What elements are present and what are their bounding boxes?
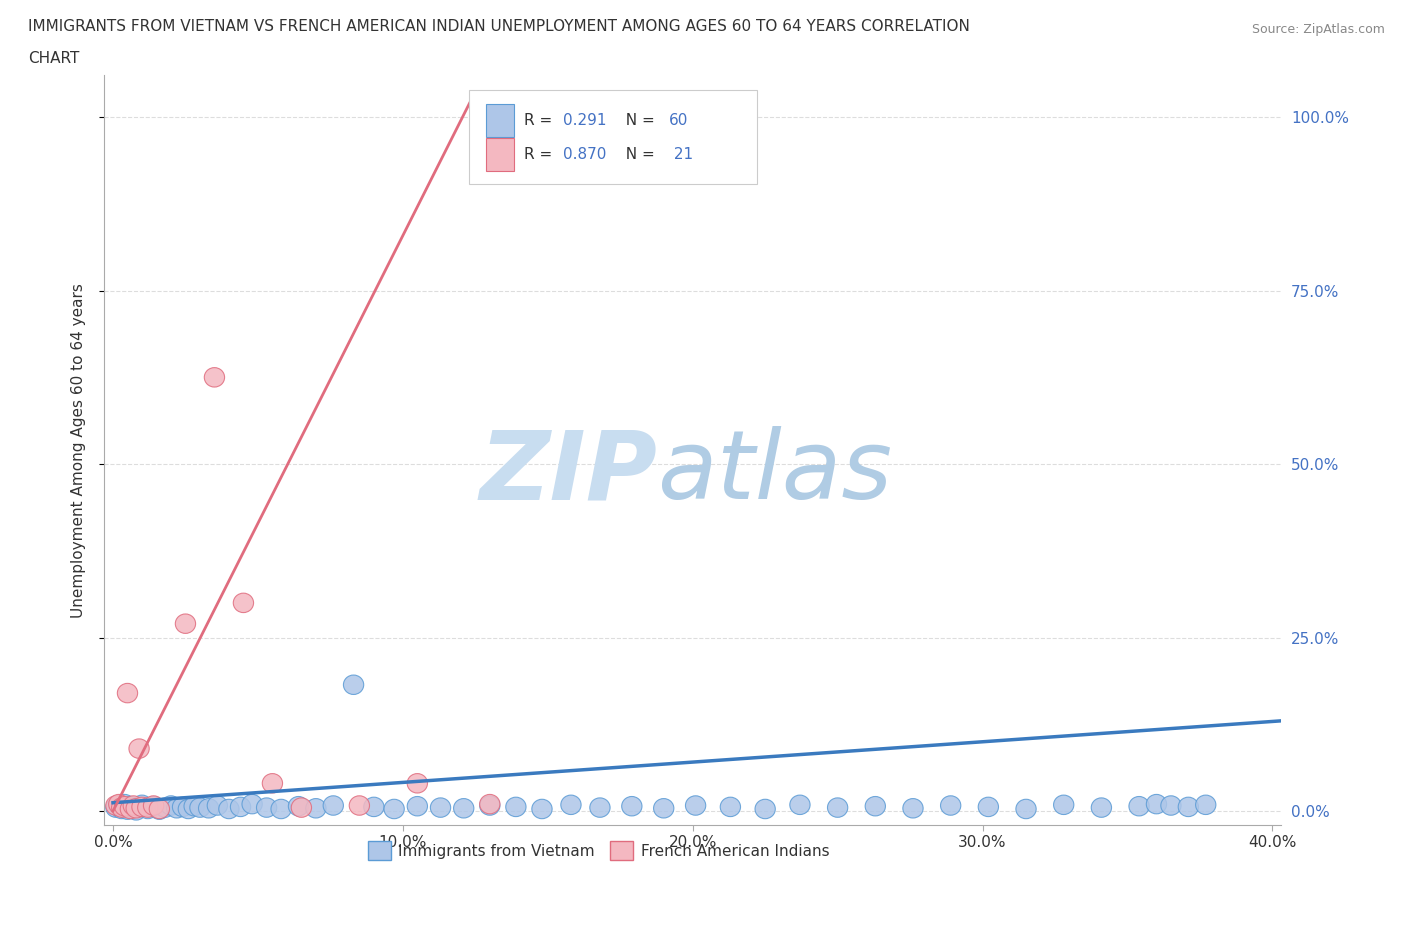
Ellipse shape — [1091, 798, 1112, 817]
Ellipse shape — [143, 796, 163, 816]
Text: Source: ZipAtlas.com: Source: ZipAtlas.com — [1251, 23, 1385, 36]
Ellipse shape — [454, 799, 474, 818]
Text: 0.870: 0.870 — [564, 147, 606, 162]
Ellipse shape — [149, 800, 170, 819]
Ellipse shape — [828, 798, 848, 817]
Ellipse shape — [143, 796, 163, 816]
Ellipse shape — [941, 796, 960, 816]
Text: atlas: atlas — [658, 426, 893, 519]
Ellipse shape — [108, 794, 129, 814]
Ellipse shape — [105, 796, 127, 816]
Ellipse shape — [132, 795, 152, 815]
Ellipse shape — [1017, 799, 1036, 818]
Ellipse shape — [117, 800, 138, 819]
Text: N =: N = — [616, 147, 659, 162]
Ellipse shape — [111, 799, 132, 818]
Ellipse shape — [219, 799, 239, 818]
Ellipse shape — [121, 799, 141, 818]
Ellipse shape — [1195, 795, 1216, 815]
Y-axis label: Unemployment Among Ages 60 to 64 years: Unemployment Among Ages 60 to 64 years — [72, 283, 86, 618]
Ellipse shape — [1146, 794, 1167, 814]
Ellipse shape — [1053, 795, 1074, 815]
Ellipse shape — [561, 795, 581, 815]
Ellipse shape — [233, 593, 253, 613]
Ellipse shape — [1178, 797, 1198, 817]
Ellipse shape — [621, 796, 643, 816]
Ellipse shape — [242, 794, 263, 814]
Ellipse shape — [207, 796, 228, 816]
Text: R =: R = — [524, 147, 558, 162]
Ellipse shape — [138, 799, 157, 818]
Text: ZIP: ZIP — [479, 426, 658, 519]
Ellipse shape — [408, 796, 427, 816]
Ellipse shape — [686, 796, 706, 816]
Ellipse shape — [979, 797, 998, 817]
Ellipse shape — [184, 796, 204, 816]
Text: CHART: CHART — [28, 51, 80, 66]
Ellipse shape — [132, 797, 152, 817]
Text: 21: 21 — [669, 147, 693, 162]
Ellipse shape — [430, 798, 451, 817]
FancyBboxPatch shape — [470, 90, 758, 184]
Ellipse shape — [903, 799, 924, 818]
Text: R =: R = — [524, 113, 558, 128]
FancyBboxPatch shape — [485, 104, 513, 137]
Ellipse shape — [117, 684, 138, 703]
Ellipse shape — [384, 799, 405, 818]
Text: IMMIGRANTS FROM VIETNAM VS FRENCH AMERICAN INDIAN UNEMPLOYMENT AMONG AGES 60 TO : IMMIGRANTS FROM VIETNAM VS FRENCH AMERIC… — [28, 19, 970, 33]
Ellipse shape — [129, 797, 149, 817]
Ellipse shape — [305, 799, 326, 818]
Ellipse shape — [589, 798, 610, 817]
Legend: Immigrants from Vietnam, French American Indians: Immigrants from Vietnam, French American… — [361, 835, 835, 866]
Ellipse shape — [114, 796, 135, 816]
Ellipse shape — [155, 798, 176, 817]
Ellipse shape — [323, 796, 343, 816]
Ellipse shape — [108, 796, 129, 816]
Ellipse shape — [176, 614, 195, 633]
Ellipse shape — [114, 794, 135, 814]
Ellipse shape — [755, 799, 775, 818]
Ellipse shape — [124, 799, 143, 818]
Text: 60: 60 — [669, 113, 689, 128]
FancyBboxPatch shape — [485, 138, 513, 170]
Ellipse shape — [1161, 796, 1181, 816]
Ellipse shape — [271, 799, 291, 818]
Ellipse shape — [105, 798, 127, 817]
Ellipse shape — [198, 799, 219, 818]
Text: 0.291: 0.291 — [564, 113, 607, 128]
Ellipse shape — [256, 798, 277, 817]
Ellipse shape — [127, 801, 146, 820]
Ellipse shape — [129, 739, 149, 758]
Ellipse shape — [190, 798, 209, 817]
Ellipse shape — [149, 799, 170, 818]
Ellipse shape — [138, 798, 157, 817]
Ellipse shape — [167, 799, 187, 818]
Ellipse shape — [160, 796, 181, 816]
Ellipse shape — [506, 797, 526, 817]
Ellipse shape — [263, 774, 283, 793]
Ellipse shape — [408, 774, 427, 793]
Ellipse shape — [865, 796, 886, 816]
Ellipse shape — [343, 675, 364, 695]
Ellipse shape — [121, 796, 141, 816]
Ellipse shape — [479, 796, 501, 816]
Ellipse shape — [179, 799, 198, 818]
Ellipse shape — [288, 796, 309, 816]
Ellipse shape — [204, 367, 225, 387]
Ellipse shape — [127, 799, 146, 818]
Ellipse shape — [654, 799, 673, 818]
Ellipse shape — [720, 797, 741, 817]
Ellipse shape — [231, 797, 250, 817]
Ellipse shape — [173, 797, 193, 817]
Text: N =: N = — [616, 113, 659, 128]
Ellipse shape — [111, 798, 132, 817]
Ellipse shape — [291, 798, 312, 817]
Ellipse shape — [124, 796, 143, 816]
Ellipse shape — [364, 797, 384, 817]
Ellipse shape — [1129, 796, 1149, 816]
Ellipse shape — [790, 795, 810, 815]
Ellipse shape — [479, 794, 501, 814]
Ellipse shape — [349, 796, 370, 816]
Ellipse shape — [531, 799, 553, 818]
